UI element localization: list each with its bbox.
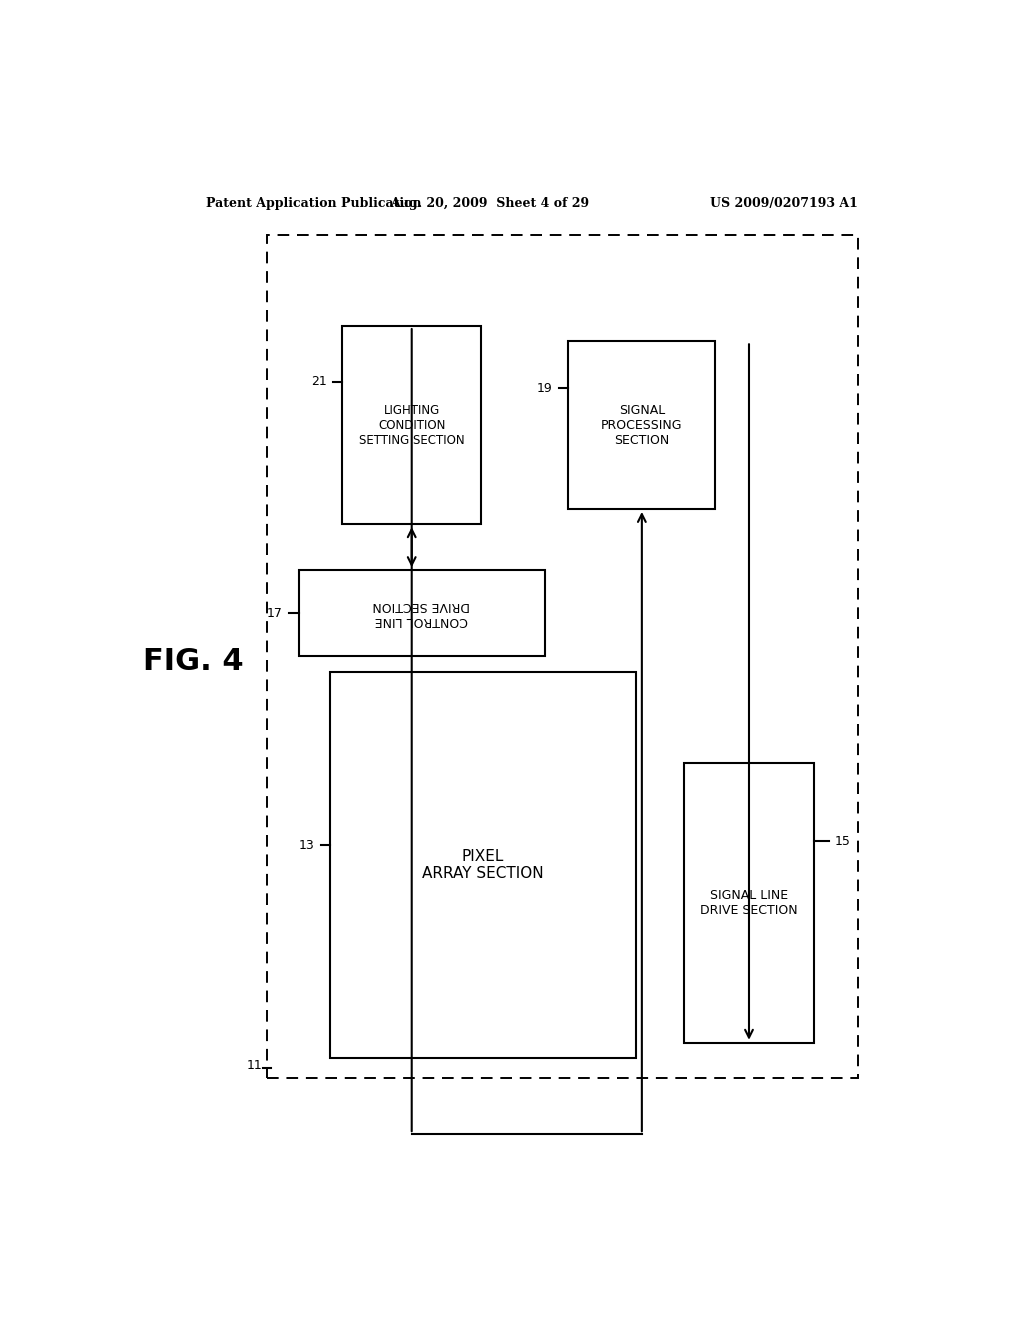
Text: Patent Application Publication: Patent Application Publication <box>206 197 421 210</box>
Text: PIXEL
ARRAY SECTION: PIXEL ARRAY SECTION <box>422 849 544 880</box>
Bar <box>299 570 545 656</box>
Text: SIGNAL LINE
DRIVE SECTION: SIGNAL LINE DRIVE SECTION <box>700 888 798 917</box>
Text: 11: 11 <box>247 1059 262 1072</box>
Text: Aug. 20, 2009  Sheet 4 of 29: Aug. 20, 2009 Sheet 4 of 29 <box>390 197 590 210</box>
Bar <box>267 235 858 1078</box>
Text: SIGNAL
PROCESSING
SECTION: SIGNAL PROCESSING SECTION <box>601 404 683 446</box>
Bar <box>684 763 814 1043</box>
Text: LIGHTING
CONDITION
SETTING SECTION: LIGHTING CONDITION SETTING SECTION <box>358 404 465 446</box>
Text: 13: 13 <box>299 840 314 851</box>
Bar <box>568 342 715 510</box>
Text: 17: 17 <box>267 607 283 619</box>
Text: 19: 19 <box>537 381 553 395</box>
Text: CONTROL LINE
DRIVE SECTION: CONTROL LINE DRIVE SECTION <box>373 599 470 627</box>
Text: 15: 15 <box>835 836 850 847</box>
Text: FIG. 4: FIG. 4 <box>142 647 244 676</box>
Text: 21: 21 <box>310 375 327 388</box>
Bar <box>331 672 636 1057</box>
Text: US 2009/0207193 A1: US 2009/0207193 A1 <box>711 197 858 210</box>
Bar <box>342 326 481 524</box>
